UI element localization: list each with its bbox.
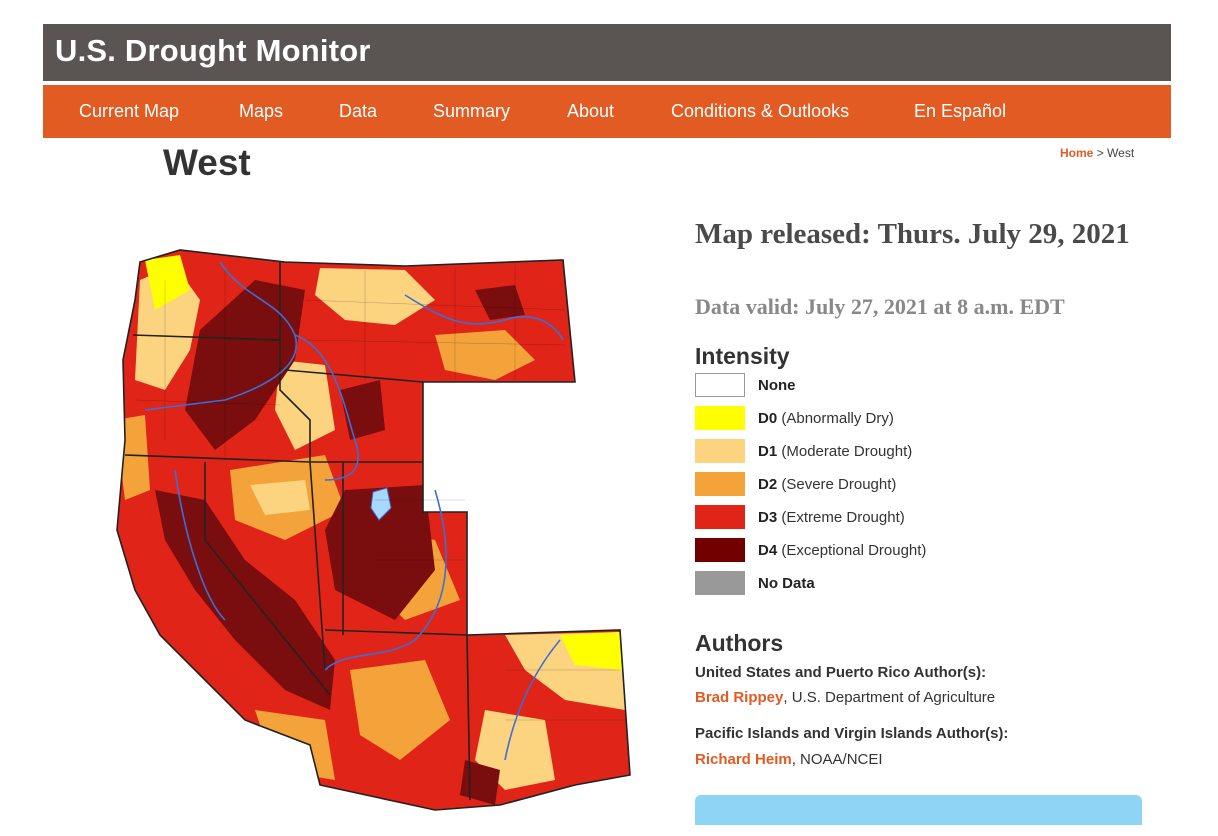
nav-current-map[interactable]: Current Map	[79, 101, 180, 121]
legend-label-no-data: No Data	[758, 575, 815, 592]
legend-label-d2: D2 (Severe Drought)	[758, 476, 897, 493]
legend-swatch-d0	[695, 406, 745, 430]
author-link-brad-rippey[interactable]: Brad Rippey	[695, 689, 784, 706]
legend-swatch-no-data	[695, 571, 745, 595]
nav-summary[interactable]: Summary	[433, 101, 511, 121]
pacific-author-org: , NOAA/NCEI	[791, 751, 883, 768]
us-author-line: Brad Rippey, U.S. Department of Agricult…	[695, 689, 995, 706]
us-authors-heading: United States and Puerto Rico Author(s):	[695, 664, 987, 681]
main-nav: Current Map Maps Data Summary About Cond…	[43, 85, 1171, 138]
pacific-author-line: Richard Heim, NOAA/NCEI	[695, 751, 883, 768]
legend-swatch-d1	[695, 439, 745, 463]
us-author-org: , U.S. Department of Agriculture	[783, 689, 996, 706]
legend-label-d3: D3 (Extreme Drought)	[758, 509, 905, 526]
nav-data[interactable]: Data	[339, 101, 378, 121]
drought-map[interactable]	[105, 240, 635, 815]
site-header: U.S. Drought Monitor	[43, 24, 1171, 81]
page-title: West	[163, 142, 251, 183]
legend-swatch-d2	[695, 472, 745, 496]
legend-label-none: None	[758, 377, 796, 394]
nav-about[interactable]: About	[567, 101, 615, 121]
legend-label-d1: D1 (Moderate Drought)	[758, 443, 913, 460]
drought-map-image	[116, 249, 631, 811]
map-released-date: Map released: Thurs. July 29, 2021	[695, 218, 1130, 250]
nav-en-espanol[interactable]: En Español	[914, 101, 1007, 121]
legend-label-d4: D4 (Exceptional Drought)	[758, 542, 927, 559]
site-title[interactable]: U.S. Drought Monitor	[55, 33, 371, 68]
nav-conditions-outlooks[interactable]: Conditions & Outlooks	[671, 101, 850, 121]
nav-maps[interactable]: Maps	[239, 101, 284, 121]
breadcrumb-current: West	[1107, 146, 1135, 160]
authors-heading: Authors	[695, 630, 784, 656]
pacific-authors-heading: Pacific Islands and Virgin Islands Autho…	[695, 725, 1009, 742]
breadcrumb: Home > West	[1060, 146, 1134, 160]
breadcrumb-separator: >	[1096, 146, 1104, 160]
legend-label-d0: D0 (Abnormally Dry)	[758, 410, 894, 427]
intensity-heading: Intensity	[695, 343, 790, 369]
author-link-richard-heim[interactable]: Richard Heim	[695, 751, 792, 768]
legend-swatch-d3	[695, 505, 745, 529]
breadcrumb-home-link[interactable]: Home	[1060, 146, 1094, 160]
legend-swatch-d4	[695, 538, 745, 562]
legend-swatch-none	[695, 373, 745, 397]
info-box	[695, 795, 1142, 825]
data-valid-date: Data valid: July 27, 2021 at 8 a.m. EDT	[695, 294, 1065, 319]
